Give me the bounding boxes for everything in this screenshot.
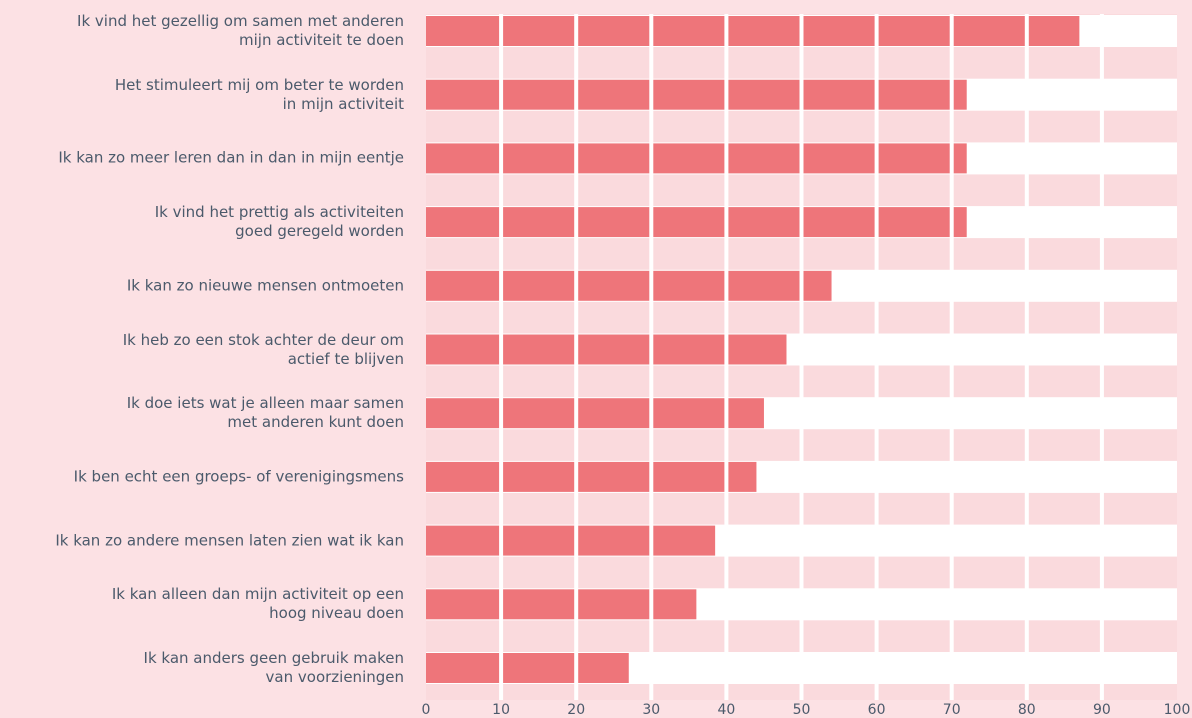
bar: [426, 334, 787, 365]
x-tick-label: 40: [717, 702, 735, 718]
bar: [426, 589, 697, 620]
bar: [426, 270, 832, 301]
x-tick-label: 70: [943, 702, 961, 718]
x-tick-label: 20: [567, 702, 585, 718]
x-tick-label: 10: [492, 702, 510, 718]
y-tick-label: Ik vind het gezellig om samen met andere…: [77, 12, 404, 49]
bar: [426, 207, 967, 238]
x-tick-label: 0: [422, 702, 431, 718]
y-tick-label: Ik kan alleen dan mijn activiteit op een…: [111, 585, 404, 623]
y-tick-label: Het stimuleert mij om beter te worden in…: [114, 75, 404, 113]
bar: [426, 398, 764, 429]
bar: [426, 461, 757, 492]
y-tick-label: Ik kan anders geen gebruik maken van voo…: [143, 649, 404, 686]
y-tick-label: Ik kan zo meer leren dan in dan in mijn …: [58, 148, 404, 167]
y-tick-label: Ik heb zo een stok achter de deur om act…: [122, 330, 404, 368]
bar: [426, 653, 629, 683]
y-tick-label: Ik doe iets wat je alleen maar samen met…: [126, 394, 404, 432]
y-tick-label: Ik kan zo andere mensen laten zien wat i…: [55, 531, 404, 550]
x-tick-label: 30: [642, 702, 660, 718]
bar: [426, 525, 716, 556]
bar: [426, 79, 967, 110]
x-tick-label: 100: [1164, 702, 1191, 718]
x-tick-label: 90: [1093, 702, 1111, 718]
x-tick-label: 80: [1018, 702, 1036, 718]
y-tick-label: Ik ben echt een groeps- of verenigingsme…: [73, 467, 404, 486]
y-tick-label: Ik kan zo nieuwe mensen ontmoeten: [126, 276, 404, 295]
x-tick-label: 60: [868, 702, 886, 718]
y-tick-label: Ik vind het prettig als activiteiten goe…: [154, 203, 404, 241]
x-tick-label: 50: [793, 702, 811, 718]
bar: [426, 16, 1080, 46]
bar: [426, 143, 967, 174]
